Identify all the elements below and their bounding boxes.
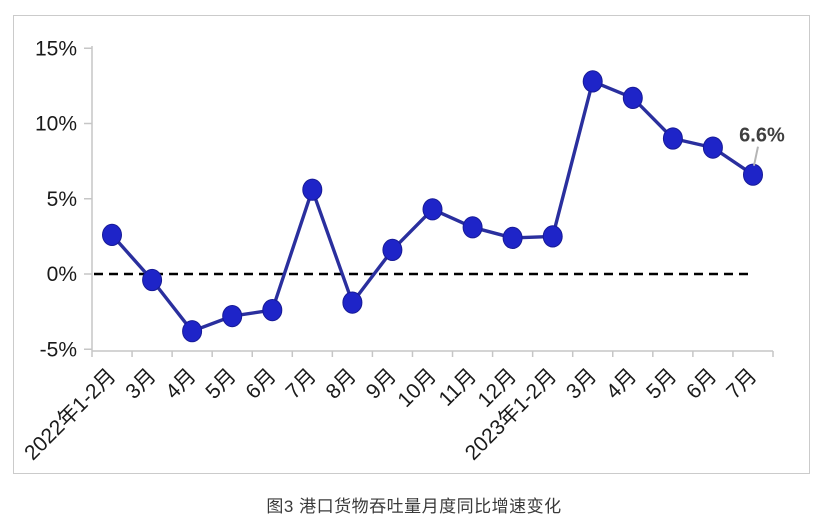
data-point-marker: [662, 127, 683, 150]
y-tick-label: 5%: [47, 188, 77, 211]
data-point-marker: [422, 198, 443, 221]
data-point-marker: [142, 268, 163, 292]
data-point-marker: [342, 291, 363, 314]
data-point-marker: [182, 320, 203, 343]
x-tick-label: 10月: [393, 364, 441, 412]
x-tick-label: 4月: [602, 364, 641, 403]
line-chart: 15%10%5%0%-5%2022年1-2月 3月 4月 5月 6月 7月 8月 9月10月1…: [20, 37, 785, 464]
data-point-marker: [542, 225, 563, 248]
y-tick-label: 10%: [35, 113, 77, 136]
data-point-marker: [222, 305, 243, 328]
x-tick-label: 7月: [281, 364, 320, 403]
x-tick-label: 3月: [121, 364, 160, 403]
data-point-marker: [302, 178, 323, 201]
data-point-marker: [502, 226, 523, 249]
data-point-marker: [262, 299, 283, 322]
chart-caption: 图3 港口货物吞吐量月度同比增速变化: [266, 497, 562, 516]
x-tick-label: 11月: [435, 364, 482, 411]
y-tick-label: 0%: [47, 263, 77, 286]
x-tick-label: 7月: [722, 364, 761, 403]
data-point-marker: [382, 238, 403, 261]
data-point-marker: [102, 223, 122, 246]
x-tick-label: 3月: [562, 364, 601, 403]
annotation-leader-line: [752, 146, 759, 166]
data-point-marker: [702, 136, 723, 159]
y-tick-label: 15%: [35, 37, 77, 60]
data-point-marker: [582, 70, 603, 93]
y-tick-label: -5%: [40, 338, 77, 361]
x-tick-label: 6月: [241, 364, 280, 403]
x-tick-label: 5月: [201, 364, 240, 403]
data-point-marker: [743, 163, 763, 186]
chart-frame: [13, 15, 810, 474]
x-tick-label: 6月: [682, 364, 721, 403]
x-tick-label: 4月: [161, 364, 200, 403]
annotation-label: 6.6%: [739, 125, 785, 147]
x-tick-label: 8月: [322, 364, 361, 403]
x-tick-label: 2022年1-2月: [20, 364, 120, 464]
x-tick-label: 5月: [642, 364, 681, 403]
data-point-marker: [622, 86, 643, 110]
data-point-marker: [462, 216, 483, 239]
